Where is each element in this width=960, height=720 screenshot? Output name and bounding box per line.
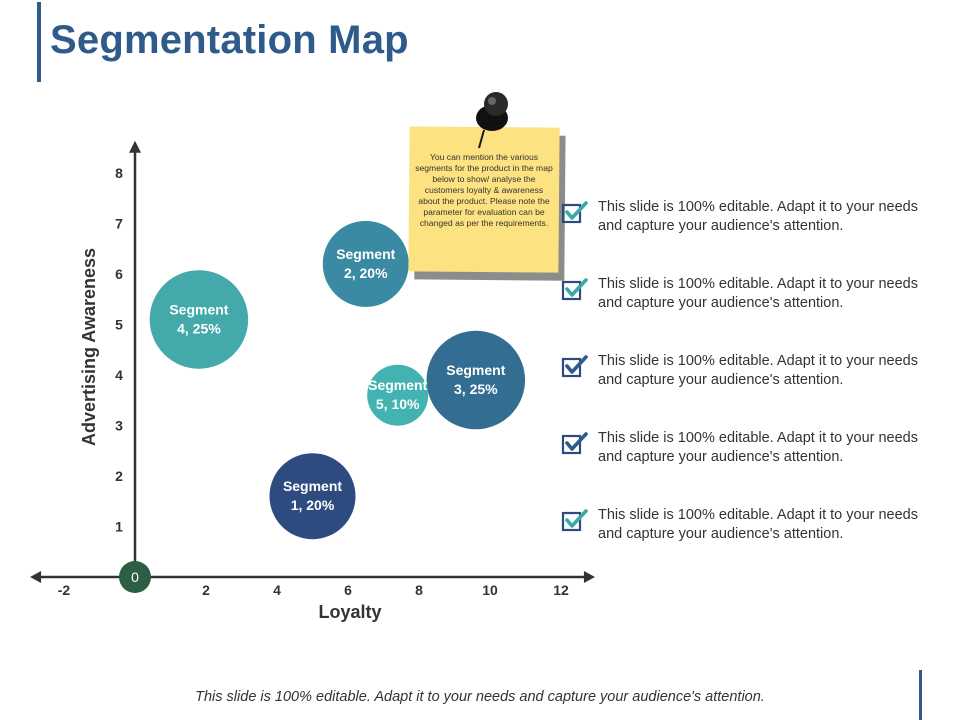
check-icon (561, 432, 588, 455)
segment-label: 3, 25% (454, 381, 498, 397)
segment-label: 5, 10% (376, 396, 420, 412)
x-axis-title: Loyalty (318, 602, 381, 622)
check-icon (561, 278, 588, 301)
y-tick-label: 8 (115, 165, 123, 181)
checklist-item: This slide is 100% editable. Adapt it to… (560, 198, 940, 275)
segment-bubble (322, 220, 409, 307)
x-tick-label: -2 (58, 582, 71, 598)
checklist-text: This slide is 100% editable. Adapt it to… (598, 507, 918, 542)
origin-marker (119, 561, 151, 593)
checklist-item: This slide is 100% editable. Adapt it to… (560, 506, 940, 583)
checklist-text: This slide is 100% editable. Adapt it to… (598, 276, 918, 311)
checklist-text: This slide is 100% editable. Adapt it to… (598, 430, 918, 465)
pushpin-icon (476, 92, 508, 149)
segment-bubble (367, 364, 429, 426)
x-tick-label: 2 (202, 582, 210, 598)
y-tick-label: 6 (115, 266, 123, 282)
check-icon (561, 201, 588, 224)
checklist-item: This slide is 100% editable. Adapt it to… (560, 352, 940, 429)
segment-bubble (269, 453, 356, 540)
y-tick-label: 5 (115, 317, 123, 333)
check-icon (561, 355, 588, 378)
x-tick-label: 6 (344, 582, 352, 598)
segment-bubble (149, 270, 249, 369)
segment-bubble (426, 330, 526, 430)
x-tick-label: 4 (273, 582, 281, 598)
x-tick-label: 12 (553, 582, 569, 598)
title-accent-bar (37, 2, 41, 82)
checklist-text: This slide is 100% editable. Adapt it to… (598, 353, 918, 388)
segment-label: Segment (336, 246, 395, 262)
segment-label: 2, 20% (344, 265, 388, 281)
checklist-item: This slide is 100% editable. Adapt it to… (560, 275, 940, 352)
segment-label: Segment (169, 301, 228, 317)
x-axis-arrow-left (30, 571, 42, 583)
y-tick-label: 1 (115, 519, 123, 535)
segment-label: Segment (446, 362, 505, 378)
segment-label: Segment (283, 478, 342, 494)
check-icon (561, 509, 588, 532)
y-tick-label: 4 (115, 367, 123, 383)
y-tick-label: 7 (115, 216, 123, 232)
checklist-text: This slide is 100% editable. Adapt it to… (598, 199, 918, 234)
x-axis-arrow-right (583, 571, 595, 583)
sticky-note-text: You can mention the various segments for… (415, 152, 553, 228)
x-tick-label: 10 (482, 582, 498, 598)
footer-note: This slide is 100% editable. Adapt it to… (195, 689, 765, 705)
y-tick-label: 2 (115, 468, 123, 484)
x-tick-label: 8 (415, 582, 423, 598)
origin-label: 0 (131, 569, 139, 585)
footer-accent-bar (919, 670, 922, 720)
segment-label: 1, 20% (291, 497, 335, 513)
y-axis-arrow-up (129, 140, 141, 153)
segment-label: 4, 25% (177, 320, 221, 336)
slide-title: Segmentation Map (50, 18, 409, 62)
segment-label: Segment (368, 377, 427, 393)
checklist: This slide is 100% editable. Adapt it to… (560, 198, 940, 583)
y-tick-label: 3 (115, 418, 123, 434)
y-axis-title: Advertising Awareness (79, 248, 99, 446)
checklist-item: This slide is 100% editable. Adapt it to… (560, 429, 940, 506)
